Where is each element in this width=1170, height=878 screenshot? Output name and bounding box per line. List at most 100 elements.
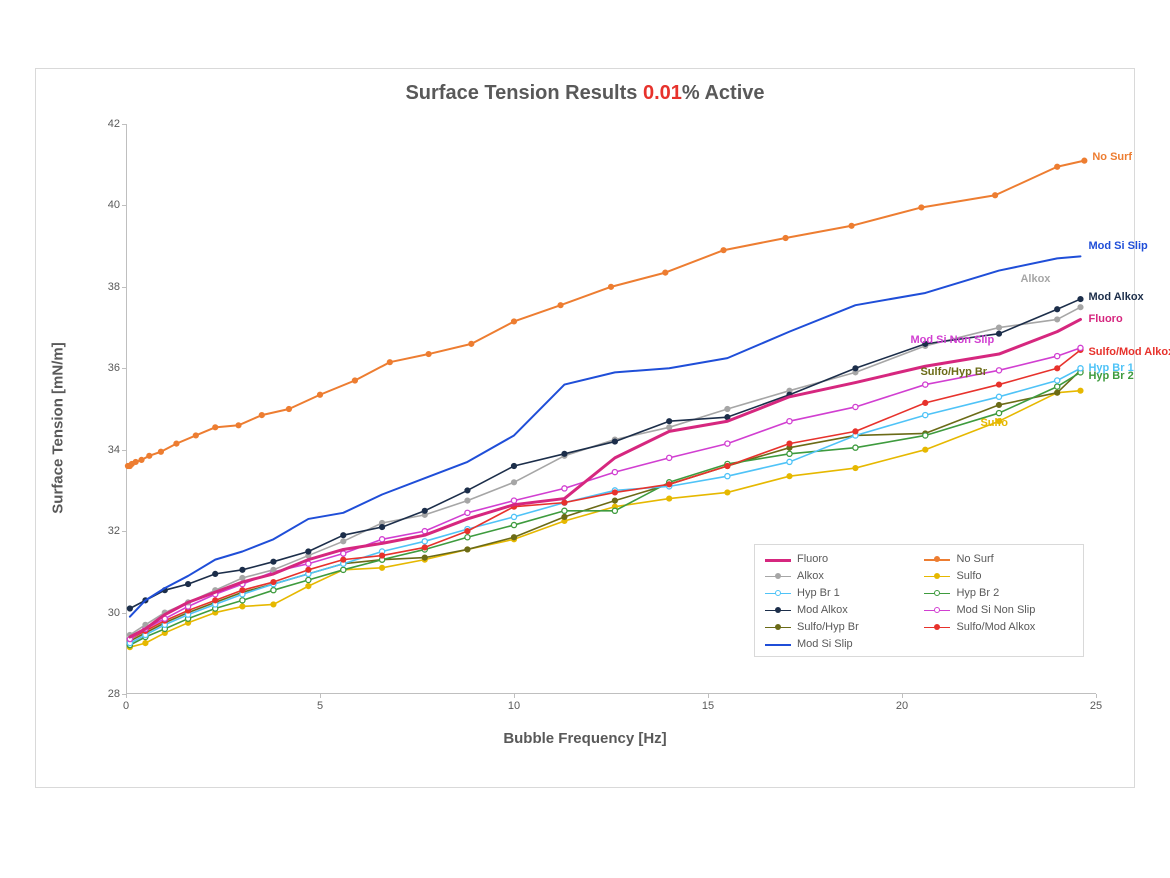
series-marker [240,567,245,572]
legend-item-modalkox: Mod Alkox [765,604,896,616]
series-marker [725,406,730,411]
series-end-label-sulfomodalkox: Sulfo/Mod Alkox [1088,346,1170,358]
series-marker [511,522,516,527]
series-marker [1055,164,1060,169]
series-marker [923,447,928,452]
plot-area: 28303234363840420510152025SulfoSulfo/Hyp… [126,124,1096,694]
legend-item-nosurf: No Surf [924,553,1073,565]
series-marker [352,378,357,383]
series-marker [853,429,858,434]
series-marker [511,480,516,485]
series-marker [133,459,138,464]
series-line-nosurf [128,161,1084,466]
series-marker [341,567,346,572]
series-marker [306,549,311,554]
series-marker [341,551,346,556]
series-marker [923,382,928,387]
series-marker [422,508,427,513]
legend-label: Sulfo [956,570,981,582]
series-marker [667,496,672,501]
series-marker [608,284,613,289]
series-marker [725,474,730,479]
series-marker [562,508,567,513]
series-marker [853,445,858,450]
series-marker [1082,158,1087,163]
series-marker [236,423,241,428]
series-marker [379,553,384,558]
series-marker [562,514,567,519]
series-marker [612,470,617,475]
series-marker [787,474,792,479]
chart-title: Surface Tension Results 0.01% Active [36,82,1134,105]
series-marker [612,439,617,444]
series-marker [139,457,144,462]
legend-label: Fluoro [797,553,828,565]
series-marker [465,529,470,534]
series-marker [849,223,854,228]
legend-swatch [924,554,950,564]
legend-swatch [765,554,791,564]
series-marker [787,419,792,424]
series-marker [1055,317,1060,322]
y-axis-label: Surface Tension [mN/m] [50,342,67,513]
legend-label: Alkox [797,570,824,582]
series-marker [721,248,726,253]
legend-line-icon [765,559,791,562]
legend-swatch [765,571,791,581]
series-marker [853,404,858,409]
x-tick-mark [708,694,709,698]
legend-swatch [765,639,791,649]
series-marker [341,533,346,538]
series-marker [562,500,567,505]
legend-marker-icon [934,607,940,613]
legend-line-icon [765,644,791,646]
series-end-label-modsinonslip: Mod Si Non Slip [910,334,994,346]
series-marker [511,498,516,503]
series-marker [919,205,924,210]
series-marker [127,606,132,611]
legend-swatch [924,622,950,632]
legend-marker-icon [934,556,940,562]
series-end-label-alkox: Alkox [1020,273,1050,285]
legend-item-sulfomodalkox: Sulfo/Mod Alkox [924,621,1073,633]
series-marker [725,441,730,446]
legend-item-modsislip: Mod Si Slip [765,638,896,650]
legend-label: Sulfo/Mod Alkox [956,621,1035,633]
series-marker [306,577,311,582]
series-marker [271,559,276,564]
y-tick-mark [122,531,126,532]
legend-marker-icon [934,590,940,596]
legend-item-fluoro: Fluoro [765,553,896,565]
series-marker [725,490,730,495]
y-tick-mark [122,205,126,206]
legend-marker-icon [775,573,781,579]
series-marker [158,449,163,454]
series-marker [511,319,516,324]
series-marker [1078,296,1083,301]
legend-label: Mod Si Non Slip [956,604,1035,616]
series-marker [193,433,198,438]
series-marker [1055,366,1060,371]
series-end-label-nosurf: No Surf [1092,151,1132,163]
series-marker [787,441,792,446]
series-marker [667,455,672,460]
series-marker [341,539,346,544]
series-marker [426,351,431,356]
series-marker [213,425,218,430]
series-marker [379,565,384,570]
title-accent: 0.01 [643,82,682,104]
series-marker [317,392,322,397]
series-marker [558,303,563,308]
series-marker [996,382,1001,387]
series-marker [996,394,1001,399]
legend-label: Hyp Br 1 [797,587,840,599]
legend-marker-icon [934,624,940,630]
series-marker [240,598,245,603]
series-marker [612,508,617,513]
series-marker [465,547,470,552]
legend-grid: FluoroNo SurfAlkoxSulfoHyp Br 1Hyp Br 2M… [765,553,1073,650]
series-marker [271,579,276,584]
series-marker [465,510,470,515]
series-marker [465,498,470,503]
series-marker [667,482,672,487]
